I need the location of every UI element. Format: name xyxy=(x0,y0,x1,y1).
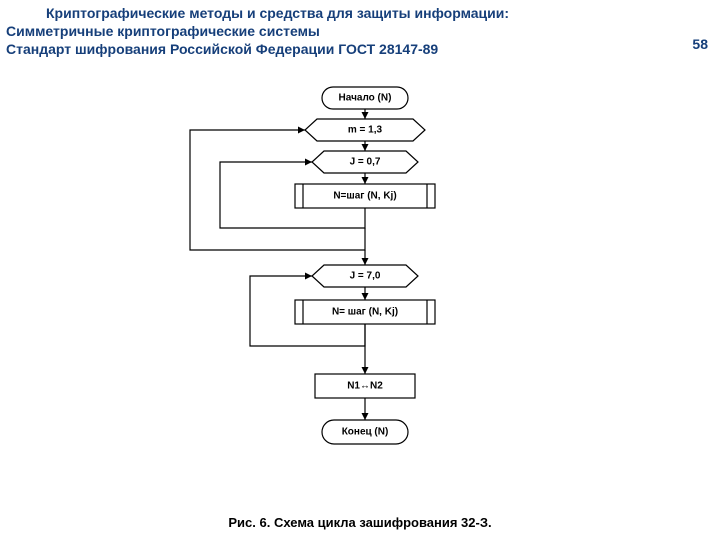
svg-text:N1↔N2: N1↔N2 xyxy=(347,381,383,392)
flowchart-diagram: Начало (N) m = 1,3 J = 0,7 N=шаг (N, Kj) J =… xyxy=(120,80,600,480)
svg-text:m = 1,3: m = 1,3 xyxy=(348,125,383,136)
header-line-1: Криптографические методы и средства для … xyxy=(6,4,714,22)
svg-text:N=шаг (N, Kj): N=шаг (N, Kj) xyxy=(333,191,396,202)
figure-caption: Рис. 6. Схема цикла зашифрования 32-З. xyxy=(0,515,720,530)
svg-text:Конец (N): Конец (N) xyxy=(342,427,389,438)
page-number: 58 xyxy=(692,36,708,52)
slide-header: Криптографические методы и средства для … xyxy=(6,4,714,59)
svg-text:J = 0,7: J = 0,7 xyxy=(350,157,381,168)
header-line-2: Симметричные криптографические системы xyxy=(6,22,714,40)
header-line-3: Стандарт шифрования Российской Федерации… xyxy=(6,40,714,58)
svg-text:J = 7,0: J = 7,0 xyxy=(350,271,381,282)
svg-text:Начало (N): Начало (N) xyxy=(339,93,392,104)
svg-text:N= шаг (N, Kj): N= шаг (N, Kj) xyxy=(332,307,398,318)
